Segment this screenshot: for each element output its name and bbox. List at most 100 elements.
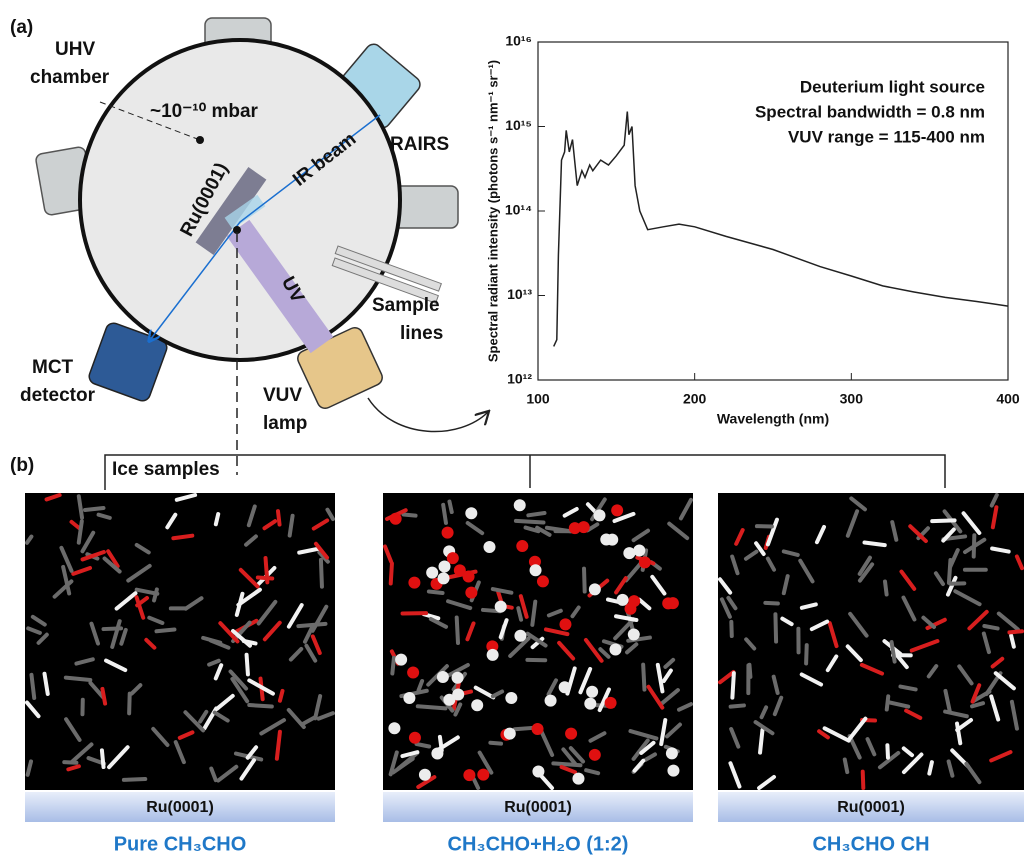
atom [532,765,544,777]
atom [572,773,584,785]
atom [559,681,571,693]
spectrum-line [554,112,1008,347]
molecule-stick [885,582,887,595]
sample-name: Pure CH₃CHO [114,833,247,855]
molecule-stick [765,603,778,604]
atom [600,533,612,545]
dot [196,136,204,144]
y-tick-label: 10¹⁴ [505,202,532,218]
label: RAIRS [390,134,449,155]
substrate-label: Ru(0001) [504,799,572,816]
atom [589,583,601,595]
molecule-stick [391,563,392,583]
atom [667,597,679,609]
label: detector [20,385,96,406]
molecule-stick [280,691,283,701]
atom [409,732,421,744]
atom [465,587,477,599]
label: ~10⁻¹⁰ mbar [150,101,259,122]
molecule-stick [129,694,130,714]
atom [463,769,475,781]
molecule-stick [154,589,157,600]
atom [586,686,598,698]
molecule-stick [66,678,90,680]
atom [514,499,526,511]
molecule-stick [418,706,446,708]
molecule-stick [863,772,864,788]
molecule-stick [102,689,105,704]
panel-label: (a) [10,17,33,38]
molecule-stick [173,536,192,539]
atom [477,769,489,781]
molecule-stick [449,502,451,512]
atom [609,643,621,655]
molecule-stick [1009,631,1022,632]
label: VUV [263,385,302,406]
molecule-stick [864,543,884,546]
atom [537,575,549,587]
molecule-stick [429,591,443,593]
atom [388,722,400,734]
atom [390,513,402,525]
molecule-stick [760,730,762,753]
x-tick-label: 300 [840,391,864,407]
atom [569,522,581,534]
sample-name: CH₃CHO CH [812,833,929,855]
atom [426,567,438,579]
atom [442,527,454,539]
atom [516,540,528,552]
molecule-stick [949,560,951,583]
atom [437,671,449,683]
molecule-stick [516,521,544,523]
panel-label: (b) [10,455,34,476]
y-tick-label: 10¹⁵ [505,117,532,133]
molecule-stick [278,511,280,524]
label: Sample [372,295,440,316]
molecule-stick [247,655,248,675]
molecule-stick [518,608,521,620]
molecule-stick [103,628,121,629]
molecule-stick [932,520,954,521]
molecule-stick [64,762,76,763]
molecule-stick [156,629,174,631]
atom [403,692,415,704]
molecule-stick [643,665,644,690]
label: lamp [263,413,307,434]
substrate-label: Ru(0001) [837,799,905,816]
atom [628,595,640,607]
molecule-stick [1011,636,1014,647]
atom [611,504,623,516]
molecule-stick [124,779,145,780]
label: MCT [32,357,74,378]
atom [617,594,629,606]
molecule-stick [457,617,458,643]
annotation: VUV range = 115-400 nm [788,127,985,146]
molecule-stick [266,558,268,582]
atom [505,692,517,704]
atom [471,699,483,711]
molecule-stick [749,665,750,677]
molecule-stick [392,658,394,674]
atom [487,649,499,661]
molecule-stick [216,514,218,524]
atom [593,509,605,521]
sample-panels: Ru(0001)Pure CH₃CHORu(0001)CH₃CHO+H₂O (1… [25,493,1024,855]
molecule-stick [443,505,446,523]
molecule-stick [584,569,585,592]
atom [605,697,617,709]
annotation: Spectral bandwidth = 0.8 nm [755,102,985,121]
atom [443,694,455,706]
figure: (a) UHV chamber ~10⁻¹⁰ mbar Ru(0001) IR … [0,0,1024,858]
molecule-stick [775,614,776,641]
atom [495,601,507,613]
molecule-stick [900,687,915,690]
section-title: Ice samples [112,459,220,480]
bracket [105,455,945,490]
atom [438,561,450,573]
y-tick-label: 10¹⁶ [505,33,532,49]
molecule-stick [321,560,322,587]
molecule-stick [984,626,997,628]
molecule-stick [806,645,807,663]
label: UHV [55,39,95,60]
